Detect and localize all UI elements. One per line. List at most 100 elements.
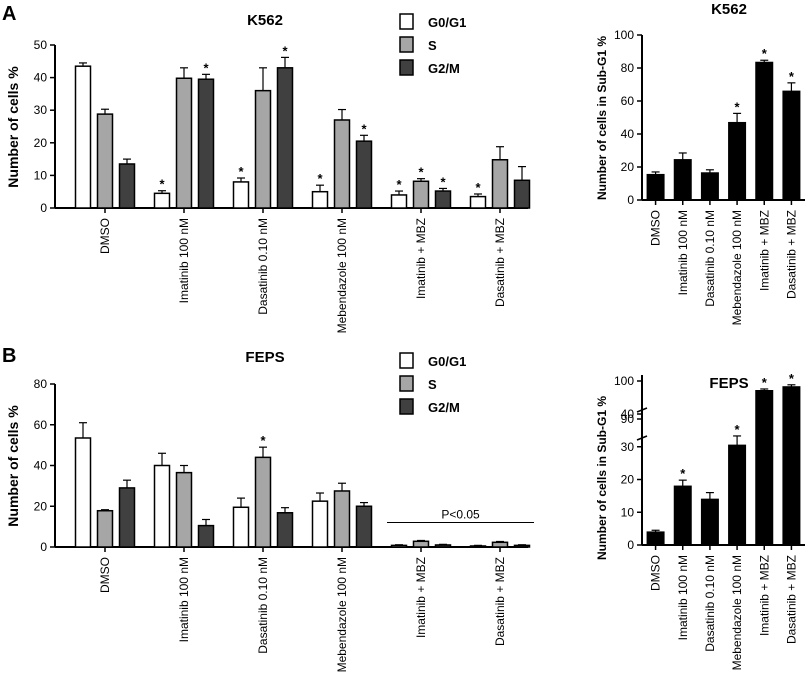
panel-label-b: B (2, 345, 16, 367)
y-tick-label: 40 (621, 407, 635, 421)
bar-s-imatinib-100-nm (175, 77, 193, 209)
significance-star: * (735, 99, 741, 114)
y-tick-label: 40 (621, 127, 635, 141)
y-tick-label: 30 (621, 440, 635, 454)
y-axis-label: Number of cells % (5, 66, 21, 188)
x-tick-label-imatinib-mbz: Imatinib + MBZ (757, 555, 771, 636)
y-tick-label: 80 (34, 377, 48, 391)
chart-feps-cell-cycle: FEPS 0 20 40 60 80 Number of cells % DMSO Imatin… (5, 349, 534, 672)
significance-star: * (680, 466, 686, 481)
x-tick-label-mebendazole-100-nm: Mebendazole 100 nM (335, 218, 349, 333)
significance-star: * (282, 43, 288, 58)
y-tick-label: 90 (621, 412, 635, 426)
bar-g2-m-dmso (118, 163, 136, 209)
significance-annotation: P<0.05 (441, 508, 480, 522)
bar-s-imatinib-mbz (412, 180, 430, 209)
legend-swatch-s (399, 375, 414, 392)
bar-s-dmso (96, 509, 114, 548)
bar-sub-g1-dasatinib-mbz (782, 386, 801, 546)
y-tick-label: 40 (34, 71, 48, 85)
y-tick-label: 40 (34, 459, 48, 473)
bar-g2-m-imatinib-100-nm (197, 78, 215, 209)
chart-title: K562 (711, 1, 747, 18)
x-tick-label-dmso: DMSO (649, 210, 663, 246)
bar-g0-g1-dasatinib-0-10-nm (232, 181, 250, 209)
x-tick-label-mebendazole-100-nm: Mebendazole 100 nM (335, 557, 349, 672)
bar-g2-m-imatinib-100-nm (197, 524, 215, 548)
y-tick-label: 100 (614, 374, 634, 388)
y-tick-label: 50 (34, 38, 48, 52)
bar-g2-m-dasatinib-mbz (513, 179, 531, 209)
y-tick-label: 80 (621, 61, 635, 75)
bar-g0-g1-imatinib-100-nm (153, 464, 171, 548)
chart-feps-sub-g1: FEPS Number of cells in Sub-G1 % 0 10 20 30 40… (595, 371, 805, 670)
bar-g0-g1-dasatinib-mbz (469, 545, 487, 548)
x-tick-label-mebendazole-100-nm: Mebendazole 100 nM (730, 210, 744, 325)
x-tick-label-dasatinib-mbz: Dasatinib + MBZ (784, 555, 798, 644)
bar-s-dasatinib-mbz (491, 159, 509, 209)
y-tick-label: 60 (34, 418, 48, 432)
x-tick-label-dmso: DMSO (98, 218, 112, 254)
bar-g2-m-mebendazole-100-nm (355, 505, 373, 548)
bar-sub-g1-mebendazole-100-nm (728, 121, 747, 201)
y-axis-label: Number of cells in Sub-G1 % (595, 36, 609, 200)
x-tick-label-dasatinib-0-10-nm: Dasatinib 0.10 nM (256, 557, 270, 654)
legend-label-g2-m: G2/M (428, 61, 460, 76)
x-tick-label-dasatinib-0-10-nm: Dasatinib 0.10 nM (703, 210, 717, 307)
y-tick-label: 10 (621, 505, 635, 519)
bar-s-dmso (96, 113, 114, 209)
significance-star: * (361, 121, 367, 136)
bar-sub-g1-dmso (646, 531, 665, 546)
x-tick-label-dasatinib-mbz: Dasatinib + MBZ (784, 210, 798, 299)
x-tick-label-imatinib-mbz: Imatinib + MBZ (757, 210, 771, 291)
chart-k562-cell-cycle: K562 0 10 20 30 40 50 Number of cells % DMSO Imat… (5, 12, 531, 333)
bar-g0-g1-dmso (74, 65, 92, 209)
significance-star: * (418, 165, 424, 180)
bar-g0-g1-mebendazole-100-nm (311, 190, 329, 209)
y-tick-label: 60 (621, 94, 635, 108)
y-tick-label: 100 (614, 28, 634, 42)
bar-s-imatinib-mbz (412, 540, 430, 548)
significance-star: * (789, 69, 795, 84)
bar-sub-g1-dasatinib-0-10-nm (700, 498, 719, 546)
significance-star: * (762, 46, 768, 61)
significance-star: * (762, 375, 768, 390)
chart-k562-sub-g1: K562 Number of cells in Sub-G1 % 0 20 40 60 80… (595, 1, 805, 325)
legend-swatch-g2-m (399, 59, 414, 76)
bar-sub-g1-imatinib-100-nm (673, 159, 692, 201)
y-tick-label: 10 (34, 168, 48, 182)
bar-sub-g1-dmso (646, 173, 665, 201)
x-tick-label-dasatinib-0-10-nm: Dasatinib 0.10 nM (256, 218, 270, 315)
chart-title: FEPS (245, 349, 284, 366)
axis-break-mark (636, 435, 648, 441)
legend-label-g0-g1: G0/G1 (428, 15, 466, 30)
bar-sub-g1-imatinib-mbz (755, 390, 774, 546)
bar-s-dasatinib-0-10-nm (254, 456, 272, 548)
legend-swatch-s (399, 36, 414, 53)
legend-swatch-g0-g1 (399, 13, 414, 30)
x-tick-label-imatinib-mbz: Imatinib + MBZ (414, 218, 428, 299)
y-tick-label: 0 (627, 193, 634, 207)
bar-s-imatinib-100-nm (175, 471, 193, 548)
significance-star: * (789, 371, 795, 386)
bar-sub-g1-dasatinib-0-10-nm (700, 172, 719, 201)
bar-g0-g1-dasatinib-0-10-nm (232, 506, 250, 548)
bar-s-dasatinib-mbz (491, 541, 509, 548)
legend-swatch-g2-m (399, 398, 414, 415)
x-tick-label-imatinib-100-nm: Imatinib 100 nM (177, 557, 191, 642)
y-tick-label: 0 (40, 540, 47, 554)
x-tick-label-dasatinib-0-10-nm: Dasatinib 0.10 nM (703, 555, 717, 652)
y-tick-label: 20 (621, 160, 635, 174)
x-tick-label-dmso: DMSO (98, 557, 112, 593)
legend-label-g0-g1: G0/G1 (428, 354, 466, 369)
significance-star: * (440, 174, 446, 189)
bar-g0-g1-dasatinib-mbz (469, 195, 487, 209)
x-tick-label-dmso: DMSO (649, 555, 663, 591)
bar-g2-m-imatinib-mbz (434, 190, 452, 209)
bar-g0-g1-imatinib-100-nm (153, 192, 171, 209)
bar-sub-g1-imatinib-100-nm (673, 485, 692, 546)
bar-g2-m-mebendazole-100-nm (355, 140, 373, 209)
bar-g0-g1-dmso (74, 437, 92, 548)
legend-swatch-g0-g1 (399, 352, 414, 369)
legend-label-s: S (428, 38, 437, 53)
